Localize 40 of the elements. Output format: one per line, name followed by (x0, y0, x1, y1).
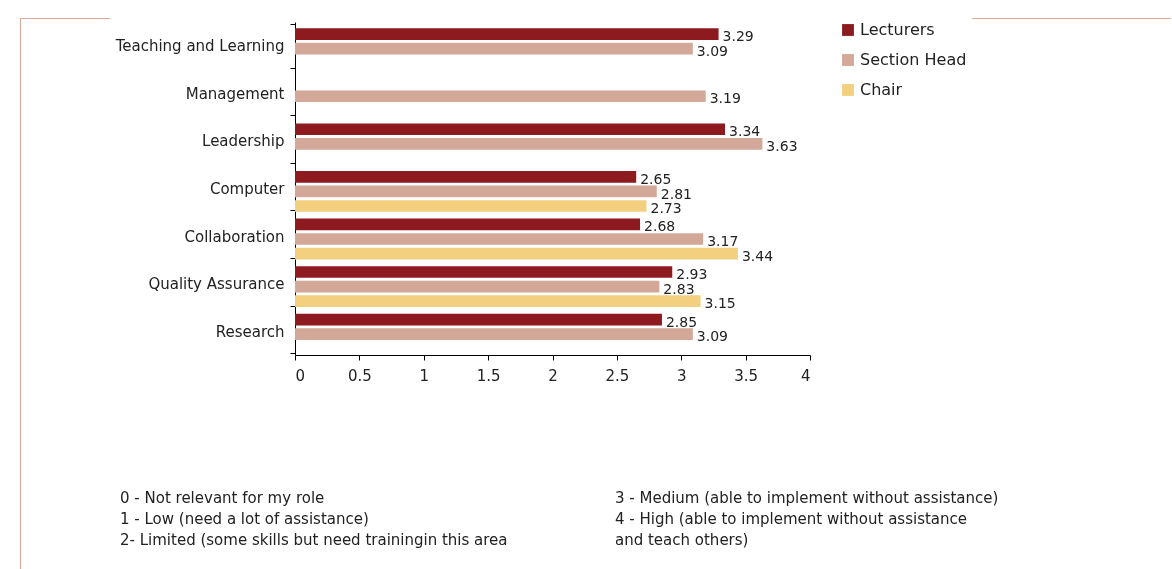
data-label: 2.93 (676, 266, 708, 283)
legend-label: Chair (860, 80, 903, 99)
x-tick-label: 0 (295, 366, 306, 385)
data-label: 3.17 (707, 233, 739, 250)
y-tick-label: Management (185, 84, 285, 103)
x-tick-label: 3.5 (734, 366, 759, 385)
x-tick-label: 2 (548, 366, 558, 385)
data-label: 2.65 (640, 170, 672, 187)
data-label: 3.44 (741, 247, 774, 264)
text: 4 - High (able to implement without assistance and teach others) (615, 509, 968, 551)
legend-label: Section Head (860, 50, 967, 69)
x-tick-label: 0.5 (347, 366, 372, 385)
y-tick-label: Computer (209, 180, 286, 198)
data-label: 3.15 (704, 295, 736, 312)
y-tick-label: Quality Assurance (148, 275, 285, 294)
text: 2- Limited (some skills but need trainingin this area (120, 530, 509, 551)
data-label: 3.09 (696, 42, 729, 59)
data-label: 3.19 (709, 90, 741, 107)
data-label: 3.63 (766, 137, 798, 154)
x-tick-label: 3 (676, 366, 687, 385)
data-label: 3.29 (722, 28, 754, 45)
x-tick-label: 1.5 (476, 366, 501, 385)
y-tick-label: Leadership (202, 132, 285, 151)
x-tick-label: 1 (419, 366, 430, 385)
x-tick-label: 2.5 (605, 366, 630, 385)
data-label: 2.83 (663, 280, 695, 297)
y-tick-label: Collaboration (184, 227, 285, 246)
data-label: 2.73 (650, 200, 682, 217)
text: 3 - Medium (able to implement without assistance) (615, 488, 1000, 509)
y-tick-label: Research (215, 322, 285, 341)
data-label: 3.09 (696, 328, 729, 345)
data-label: 2.81 (660, 185, 692, 202)
data-label: 3.34 (729, 123, 761, 140)
data-label: 2.85 (665, 313, 698, 330)
x-tick-label: 4 (800, 366, 811, 385)
data-label: 2.68 (644, 218, 676, 235)
text: 0 - Not relevant for my role (120, 488, 326, 509)
legend-label: Lecturers (860, 20, 935, 39)
y-tick-label: Teaching and Learning (114, 37, 285, 56)
text: 1 - Low (need a lot of assistance) (120, 509, 370, 530)
